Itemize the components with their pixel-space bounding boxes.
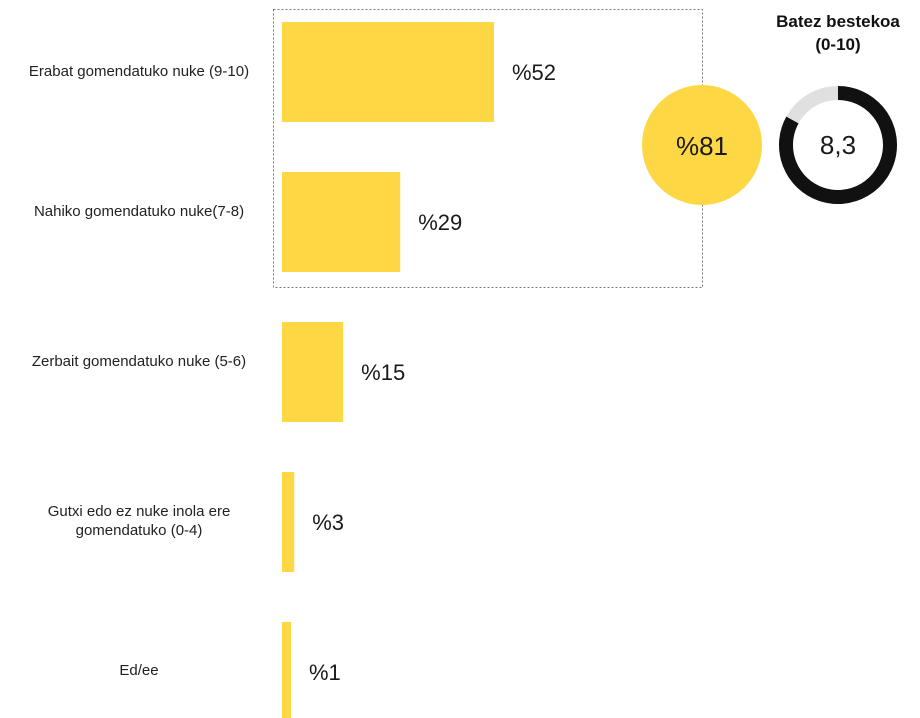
average-ring-value bbox=[779, 86, 897, 204]
summary-circle-label: %81 bbox=[676, 131, 728, 161]
bar bbox=[282, 322, 344, 422]
category-label: Ed/ee bbox=[119, 662, 159, 679]
category-label: Gutxi edo ez nuke inola ere gomendatuko … bbox=[47, 503, 231, 539]
bar bbox=[282, 622, 291, 718]
value-label: %1 bbox=[309, 660, 341, 685]
value-label: %3 bbox=[312, 510, 344, 535]
category-label: Zerbait gomendatuko nuke (5-6) bbox=[31, 353, 247, 370]
average-scale-text: (0-10) bbox=[815, 35, 861, 54]
category-label: Nahiko gomendatuko nuke(7-8) bbox=[33, 203, 245, 220]
average-value-label: 8,3 bbox=[820, 130, 856, 160]
summary-circle bbox=[642, 85, 762, 205]
category-label: Erabat gomendatuko nuke (9-10) bbox=[28, 63, 250, 80]
bar bbox=[282, 22, 494, 122]
bar bbox=[282, 172, 401, 272]
value-label: %29 bbox=[418, 210, 462, 235]
average-title-text: Batez bestekoa bbox=[776, 12, 900, 31]
bar bbox=[282, 472, 295, 572]
value-label: %15 bbox=[361, 360, 405, 385]
average-title: Batez bestekoa (0-10) bbox=[758, 10, 918, 56]
value-label: %52 bbox=[512, 60, 556, 85]
